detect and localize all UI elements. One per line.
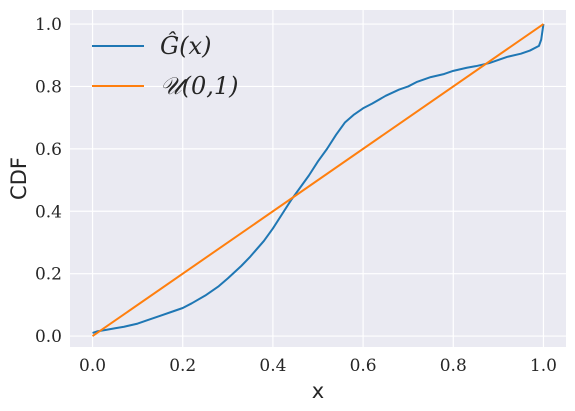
legend-label: 𝒰(0,1) <box>160 72 239 100</box>
legend-label: Ĝ(x) <box>160 31 211 60</box>
x-tick-label: 0.2 <box>169 356 196 376</box>
x-tick-label: 0.8 <box>440 356 467 376</box>
x-tick-label: 0.4 <box>259 356 286 376</box>
y-tick-label: 0.4 <box>35 202 62 222</box>
empirical-cdf-line <box>92 23 545 334</box>
y-tick-label: 0.8 <box>35 77 62 97</box>
y-axis-label: CDF <box>7 157 31 200</box>
tick-labels: 0.0 0.2 0.4 0.6 0.8 1.0 0.0 0.2 0.4 0.6 0.8 1.0 <box>35 15 557 376</box>
x-axis-label: x <box>312 379 324 403</box>
y-tick-label: 0.0 <box>35 327 62 347</box>
uniform-cdf-line <box>91 23 545 337</box>
y-tick-label: 1.0 <box>35 15 62 35</box>
grid-lines <box>70 10 566 347</box>
y-tick-label: 0.2 <box>35 265 62 285</box>
x-tick-label: 0.0 <box>79 356 106 376</box>
y-tick-label: 0.6 <box>35 140 62 160</box>
series-lines <box>91 23 545 337</box>
x-tick-label: 1.0 <box>530 356 557 376</box>
x-tick-label: 0.6 <box>350 356 377 376</box>
legend: Ĝ(x) 𝒰(0,1) <box>92 31 239 100</box>
